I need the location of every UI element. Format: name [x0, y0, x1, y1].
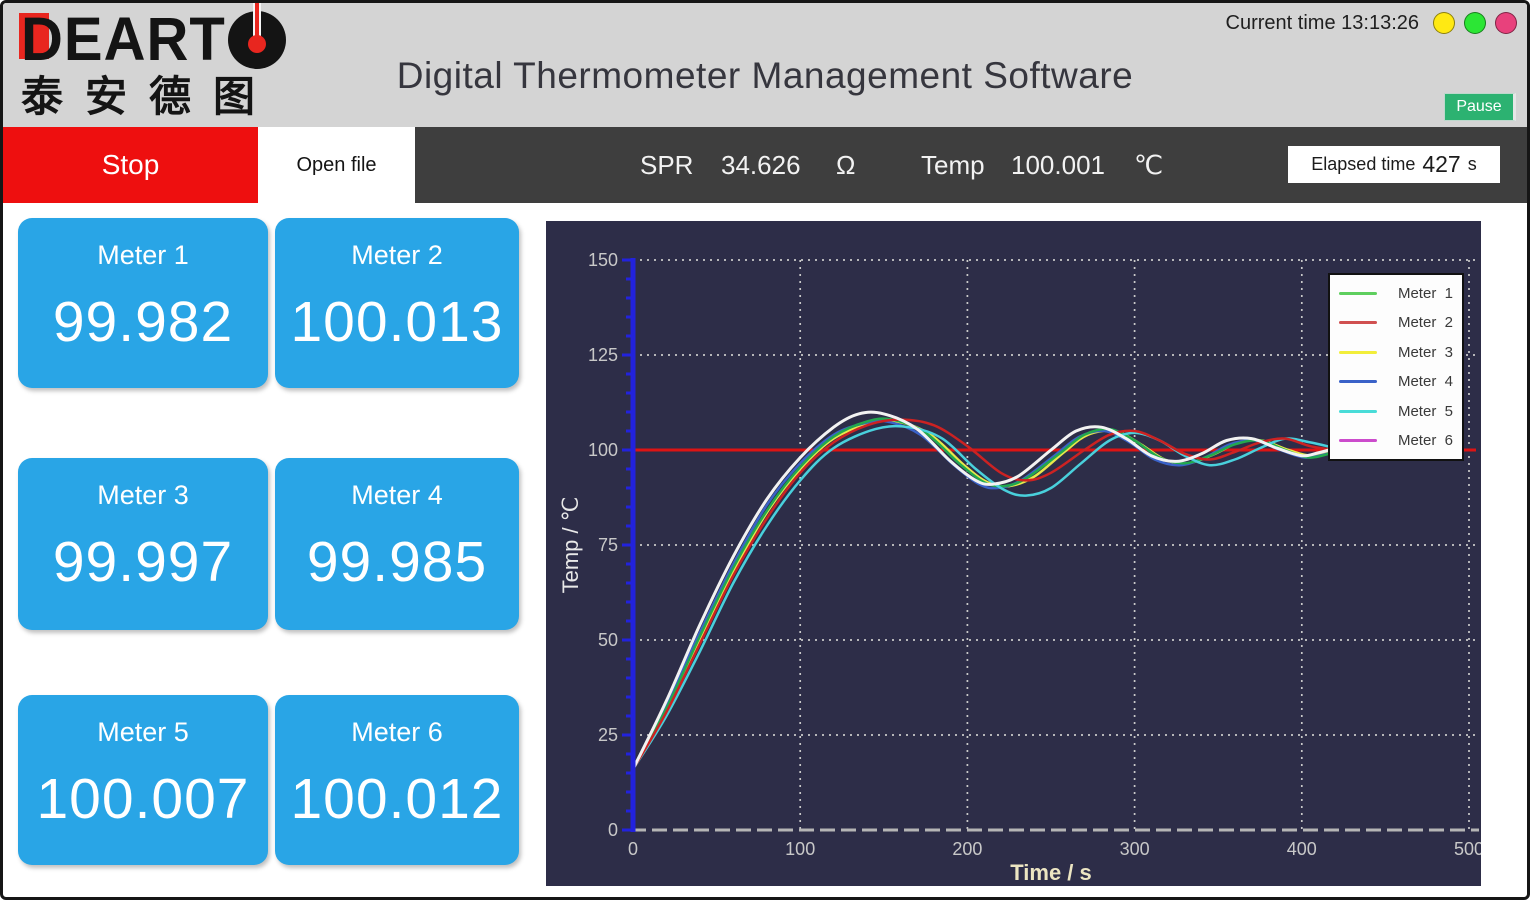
series-meter-4 — [631, 419, 1337, 771]
series-meter-6 — [631, 410, 1337, 771]
temp-value: 100.001 — [1011, 149, 1105, 180]
meter-4-value: 99.985 — [306, 530, 488, 594]
elapsed-time-display: Elapsed time 427 s — [1288, 146, 1500, 183]
y-tick-label-50: 50 — [598, 630, 618, 650]
pause-button[interactable]: Pause — [1444, 93, 1516, 121]
elapsed-time-value: 427 — [1422, 151, 1461, 177]
current-time: Current time 13:13:26 — [1225, 12, 1419, 34]
spr-label: SPR — [640, 149, 694, 180]
thermometer-icon — [227, 3, 286, 69]
chart-legend: Meter 1 Meter 2 Meter 3 Meter 4 Meter 5 Meter… — [1328, 273, 1464, 461]
meter-4-label: Meter 4 — [351, 480, 443, 510]
series-meter-3 — [631, 419, 1337, 771]
meter-card-1[interactable]: Meter 1 99.982 — [18, 218, 268, 388]
x-tick-label-200: 200 — [952, 839, 982, 859]
legend-item-meter-6: Meter 6 — [1339, 432, 1453, 449]
y-tick-label-25: 25 — [598, 725, 618, 745]
meter-5-value: 100.007 — [36, 767, 250, 831]
temperature-chart: 0 25 50 75 100 125 150 0 100 200 300 400 500 Temp / ℃… — [546, 221, 1481, 886]
x-tick-label-400: 400 — [1287, 839, 1317, 859]
series-meter-5 — [631, 424, 1337, 771]
legend-label: Meter 2 — [1397, 314, 1453, 332]
series-meter-1 — [631, 417, 1337, 771]
x-axis-title: Time / s — [1010, 860, 1092, 885]
y-axis-title: Temp / ℃ — [558, 497, 583, 594]
legend-line-swatch — [1339, 350, 1377, 354]
legend-line-swatch — [1339, 438, 1377, 442]
legend-line-swatch — [1339, 292, 1377, 295]
x-tick-label-500: 500 — [1454, 839, 1481, 859]
legend-label: Meter 5 — [1397, 402, 1453, 420]
legend-item-meter-5: Meter 5 — [1339, 403, 1453, 420]
temp-label: Temp — [921, 149, 985, 180]
series-meter-2 — [631, 418, 1337, 771]
window-dot-pink[interactable] — [1495, 12, 1517, 34]
meter-2-label: Meter 2 — [351, 240, 443, 270]
spr-value: 34.626 — [721, 149, 801, 180]
window-dot-green[interactable] — [1464, 12, 1486, 34]
legend-label: Meter 6 — [1397, 431, 1453, 449]
brand-name: DEART — [21, 5, 226, 74]
legend-line-swatch — [1339, 380, 1377, 384]
meter-2-value: 100.013 — [290, 290, 504, 354]
chart-canvas: 0 25 50 75 100 125 150 0 100 200 300 400 500 Temp / ℃… — [558, 250, 1481, 885]
meter-5-label: Meter 5 — [97, 717, 189, 747]
meter-card-4[interactable]: Meter 4 99.985 — [275, 458, 519, 630]
page-title: Digital Thermometer Management Software — [396, 55, 1134, 96]
brand-logo: DEART 泰安德图 — [19, 3, 286, 121]
legend-label: Meter 3 — [1397, 343, 1453, 361]
x-tick-label-300: 300 — [1120, 839, 1150, 859]
temp-unit: ℃ — [1134, 149, 1164, 180]
meter-6-label: Meter 6 — [351, 717, 443, 747]
meter-1-label: Meter 1 — [97, 240, 189, 270]
meter-card-5[interactable]: Meter 5 100.007 — [18, 695, 268, 865]
meter-1-value: 99.982 — [52, 290, 234, 354]
meter-card-3[interactable]: Meter 3 99.997 — [18, 458, 268, 630]
y-tick-label-100: 100 — [588, 440, 618, 460]
meter-3-label: Meter 3 — [97, 480, 189, 510]
stop-button[interactable]: Stop — [3, 127, 258, 203]
brand-chinese-name: 泰安德图 — [21, 73, 278, 120]
window-dot-yellow[interactable] — [1433, 12, 1455, 34]
x-tick-label-100: 100 — [785, 839, 815, 859]
logo-red-accent — [19, 13, 49, 59]
y-tick-label-150: 150 — [588, 250, 618, 270]
x-tick-label-0: 0 — [628, 839, 638, 859]
y-tick-label-125: 125 — [588, 345, 618, 365]
legend-item-meter-2: Meter 2 — [1339, 314, 1453, 331]
legend-line-swatch — [1339, 321, 1377, 325]
y-tick-label-0: 0 — [608, 820, 618, 840]
legend-label: Meter 1 — [1397, 285, 1453, 302]
spr-unit: Ω — [836, 149, 856, 180]
meter-6-value: 100.012 — [290, 767, 504, 831]
meter-card-2[interactable]: Meter 2 100.013 — [275, 218, 519, 388]
legend-item-meter-4: Meter 4 — [1339, 373, 1453, 390]
legend-item-meter-3: Meter 3 — [1339, 344, 1453, 361]
y-tick-label-75: 75 — [598, 535, 618, 555]
legend-label: Meter 4 — [1397, 373, 1453, 391]
window-controls — [1433, 12, 1517, 34]
toolbar: Stop Open file SPR 34.626 Ω Temp 100.001… — [3, 127, 1527, 203]
open-file-button[interactable]: Open file — [258, 127, 415, 203]
meter-card-6[interactable]: Meter 6 100.012 — [275, 695, 519, 865]
legend-line-swatch — [1339, 409, 1377, 413]
header: DEART 泰安德图 Digital Thermometer Managemen… — [3, 3, 1527, 127]
legend-item-meter-1: Meter 1 — [1339, 285, 1453, 302]
meter-3-value: 99.997 — [52, 530, 234, 594]
current-time-value: 13:13:26 — [1341, 12, 1419, 34]
